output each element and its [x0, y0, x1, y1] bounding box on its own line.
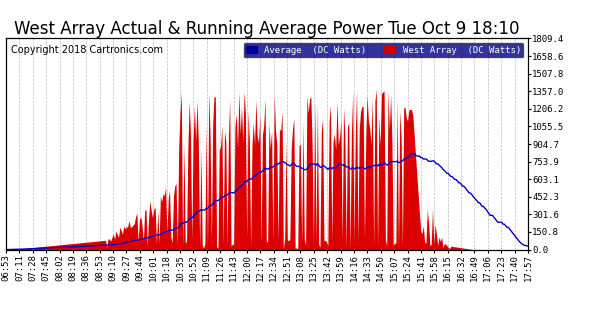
Legend: Average  (DC Watts), West Array  (DC Watts): Average (DC Watts), West Array (DC Watts…	[244, 43, 523, 57]
Title: West Array Actual & Running Average Power Tue Oct 9 18:10: West Array Actual & Running Average Powe…	[14, 20, 520, 38]
Text: Copyright 2018 Cartronics.com: Copyright 2018 Cartronics.com	[11, 45, 163, 55]
